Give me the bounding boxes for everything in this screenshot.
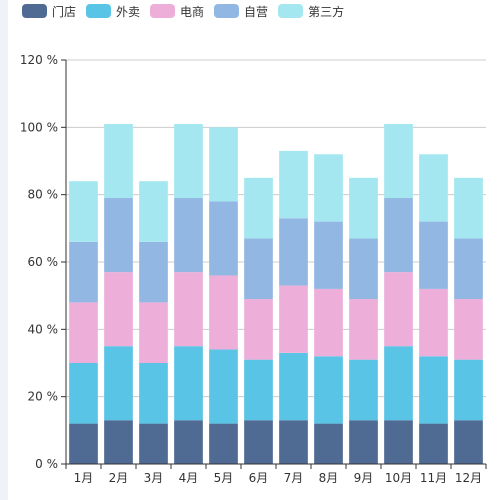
- bar-segment: [209, 127, 238, 202]
- bar-segment: [279, 218, 308, 286]
- legend-swatch: [214, 4, 240, 18]
- left-edge-strip: [0, 0, 8, 500]
- bar-segment: [349, 359, 378, 421]
- x-tick-label: 5月: [214, 471, 234, 485]
- bar-segment: [279, 150, 308, 219]
- bar-segment: [244, 177, 273, 239]
- legend-swatch: [86, 4, 112, 18]
- bar-segment: [104, 420, 133, 464]
- bar-segment: [104, 272, 133, 347]
- bar-segment: [69, 241, 98, 303]
- bar-segment: [139, 363, 168, 424]
- y-tick-label: 60 %: [28, 255, 59, 269]
- legend-swatch: [150, 4, 176, 18]
- x-tick-label: 11月: [420, 471, 447, 485]
- bar-segment: [419, 221, 448, 289]
- bar-segment: [454, 299, 483, 360]
- legend-swatch: [22, 4, 47, 18]
- bar-segment: [69, 423, 98, 464]
- legend-item[interactable]: 外卖: [86, 3, 140, 20]
- bar-segment: [209, 423, 238, 464]
- bar-segment: [279, 420, 308, 464]
- bar-segment: [69, 302, 98, 363]
- bar-segment: [244, 238, 273, 300]
- legend-label: 电商: [180, 4, 205, 19]
- bar-segment: [174, 272, 203, 347]
- legend-label: 门店: [52, 4, 77, 19]
- bar-segment: [384, 123, 413, 199]
- x-tick-label: 9月: [354, 471, 374, 485]
- y-tick-label: 40 %: [28, 322, 59, 336]
- x-tick-label: 1月: [74, 471, 94, 485]
- bar-segment: [69, 363, 98, 424]
- bar-segment: [139, 181, 168, 242]
- y-tick-label: 100 %: [20, 120, 58, 134]
- bar-segment: [384, 198, 413, 273]
- x-tick-label: 12月: [455, 471, 482, 485]
- legend: 门店 外卖 电商 自营 第三方: [22, 2, 354, 20]
- bar-segment: [454, 238, 483, 300]
- bar-segment: [419, 423, 448, 464]
- bar-segment: [349, 420, 378, 464]
- x-tick-label: 6月: [249, 471, 269, 485]
- bar-segment: [384, 420, 413, 464]
- bar-segment: [174, 123, 203, 199]
- bar-segment: [419, 356, 448, 424]
- legend-label: 自营: [244, 4, 269, 19]
- bar-segment: [314, 221, 343, 289]
- x-tick-label: 3月: [144, 471, 164, 485]
- bar-segment: [314, 356, 343, 424]
- legend-item[interactable]: 自营: [214, 3, 268, 20]
- bar-segment: [244, 420, 273, 464]
- x-tick-label: 7月: [284, 471, 304, 485]
- bar-segment: [244, 299, 273, 360]
- bar-segment: [244, 359, 273, 421]
- bar-segment: [349, 177, 378, 239]
- y-tick-label: 120 %: [20, 53, 58, 67]
- x-tick-label: 2月: [109, 471, 129, 485]
- bar-segment: [279, 352, 308, 421]
- bar-segment: [139, 241, 168, 303]
- bar-segment: [174, 198, 203, 273]
- bar-segment: [454, 177, 483, 239]
- bar-segment: [384, 346, 413, 421]
- bar-segment: [104, 198, 133, 273]
- x-tick-label: 4月: [179, 471, 199, 485]
- bar-segment: [209, 201, 238, 276]
- bar-segment: [174, 420, 203, 464]
- bar-segment: [349, 299, 378, 360]
- bar-segment: [69, 181, 98, 242]
- bar-segment: [104, 123, 133, 199]
- bar-segment: [454, 420, 483, 464]
- bar-segment: [454, 359, 483, 421]
- legend-label: 第三方: [308, 4, 345, 19]
- legend-label: 外卖: [116, 4, 141, 19]
- bar-segment: [349, 238, 378, 300]
- bar-segment: [314, 154, 343, 222]
- bar-segment: [209, 275, 238, 350]
- bar-segment: [314, 423, 343, 464]
- x-tick-label: 8月: [319, 471, 339, 485]
- legend-item[interactable]: 电商: [150, 3, 204, 20]
- bar-segment: [314, 288, 343, 357]
- y-tick-label: 20 %: [28, 390, 59, 404]
- bar-segment: [384, 272, 413, 347]
- bar-segment: [209, 349, 238, 424]
- bar-segment: [139, 423, 168, 464]
- y-tick-label: 0 %: [35, 457, 58, 471]
- bar-segment: [174, 346, 203, 421]
- legend-item[interactable]: 门店: [22, 3, 76, 20]
- x-tick-label: 10月: [385, 471, 412, 485]
- y-tick-label: 80 %: [28, 188, 59, 202]
- legend-swatch: [278, 4, 304, 18]
- bar-segment: [419, 288, 448, 357]
- bar-segment: [139, 302, 168, 363]
- bar-segment: [279, 285, 308, 353]
- bar-segment: [419, 154, 448, 222]
- bar-segment: [104, 346, 133, 421]
- legend-item[interactable]: 第三方: [278, 3, 344, 20]
